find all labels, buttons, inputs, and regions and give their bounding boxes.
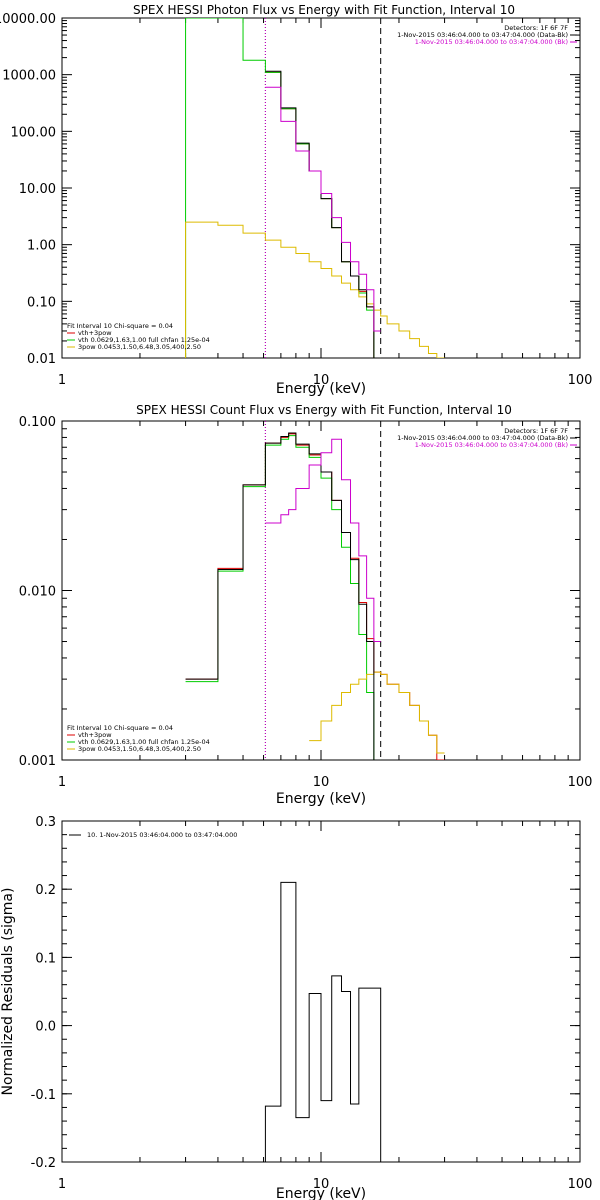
y-tick-label: 0.1 [35, 951, 56, 966]
series-2-line [185, 18, 381, 358]
series-4-line [265, 70, 381, 358]
info-line: 1-Nov-2015 03:46:04.000 to 03:47:04.000 … [415, 38, 568, 46]
y-tick-label: -0.2 [31, 1156, 56, 1171]
y-tick-label: 100.00 [11, 125, 57, 140]
series-1-line [265, 71, 381, 358]
y-tick-label: -0.1 [31, 1088, 56, 1103]
legend-entry: 3pow 0.0453,1.50,6.48,3.05,400,2.50 [78, 745, 201, 753]
y-tick-label: 10.00 [19, 182, 56, 197]
x-tick-label: 1 [58, 1177, 66, 1192]
x-tick-label: 1 [58, 775, 66, 790]
info-line: Detectors: 1F 6F 7F [504, 427, 568, 435]
series-5-line [265, 438, 381, 643]
legend-entry: vth+3pow [78, 329, 112, 337]
legend-entry: 10. 1-Nov-2015 03:46:04.000 to 03:47:04.… [87, 831, 237, 839]
series-group [185, 432, 445, 760]
series-2-line [185, 435, 381, 760]
x-axis-label: Energy (keV) [276, 381, 366, 397]
info-line: Detectors: 1F 6F 7F [504, 24, 568, 32]
chart-title: SPEX HESSI Photon Flux vs Energy with Fi… [133, 3, 515, 17]
y-axis-label: Normalized Residuals (sigma) [0, 888, 16, 1096]
x-tick-label: 10 [313, 1177, 330, 1192]
legend-entry: vth+3pow [78, 731, 112, 739]
x-tick-label: 100 [568, 775, 593, 790]
series-3-line [185, 221, 445, 358]
x-axis-label: Energy (keV) [276, 791, 366, 807]
x-tick-label: 100 [568, 1177, 593, 1192]
chart-panel-3: 1 10 100 -0.2 -0.1 0.0 0.1 0.2 0.3 Energy (keV) No… [0, 815, 592, 1200]
y-tick-label: 0.0 [35, 1020, 56, 1035]
series-4-line [185, 432, 381, 760]
x-tick-label: 10 [313, 373, 330, 388]
legend-title: Fit Interval 10 Chi-square = 0.04 [67, 724, 173, 732]
series-group [264, 881, 382, 1162]
y-tick-label: 0.10 [27, 295, 56, 310]
x-tick-label: 100 [568, 373, 593, 388]
info-line: 1-Nov-2015 03:46:04.000 to 03:47:04.000 … [397, 434, 568, 442]
info-line: 1-Nov-2015 03:46:04.000 to 03:47:04.000 … [415, 441, 568, 449]
x-tick-label: 1 [58, 373, 66, 388]
x-axis-label: Energy (keV) [276, 1186, 366, 1200]
y-tick-label: 1000.00 [2, 69, 56, 84]
y-tick-label: 0.3 [35, 815, 56, 830]
legend-entry: vth 0.0629,1.63,1.00 full chfan 1.25e-04 [78, 738, 210, 746]
legend-entry: 3pow 0.0453,1.50,6.48,3.05,400,2.50 [78, 343, 201, 351]
y-tick-label: 0.100 [19, 415, 56, 430]
plot-frame [61, 820, 581, 1163]
series-group [185, 18, 445, 358]
series-1-line [264, 881, 382, 1162]
y-tick-label: 1.00 [27, 239, 56, 254]
x-tick-label: 10 [313, 775, 330, 790]
y-tick-label: 0.01 [27, 352, 56, 367]
y-tick-label: 0.010 [19, 585, 56, 600]
chart-panel-1: SPEX HESSI Photon Flux vs Energy with Fi… [0, 3, 592, 397]
info-line: 1-Nov-2015 03:46:04.000 to 03:47:04.000 … [397, 31, 568, 39]
series-3-line [309, 671, 445, 754]
chart-panel-2: SPEX HESSI Count Flux vs Energy with Fit… [19, 403, 593, 807]
y-tick-label: 0.2 [35, 883, 56, 898]
series-5-line [265, 86, 381, 332]
y-tick-label: 0.001 [19, 754, 56, 769]
legend-entry: vth 0.0629,1.63,1.00 full chfan 1.25e-04 [78, 336, 210, 344]
legend-title: Fit Interval 10 Chi-square = 0.04 [67, 322, 173, 330]
series-1-line [185, 433, 445, 760]
chart-title: SPEX HESSI Count Flux vs Energy with Fit… [136, 403, 512, 417]
y-tick-label: 10000.00 [0, 12, 56, 27]
